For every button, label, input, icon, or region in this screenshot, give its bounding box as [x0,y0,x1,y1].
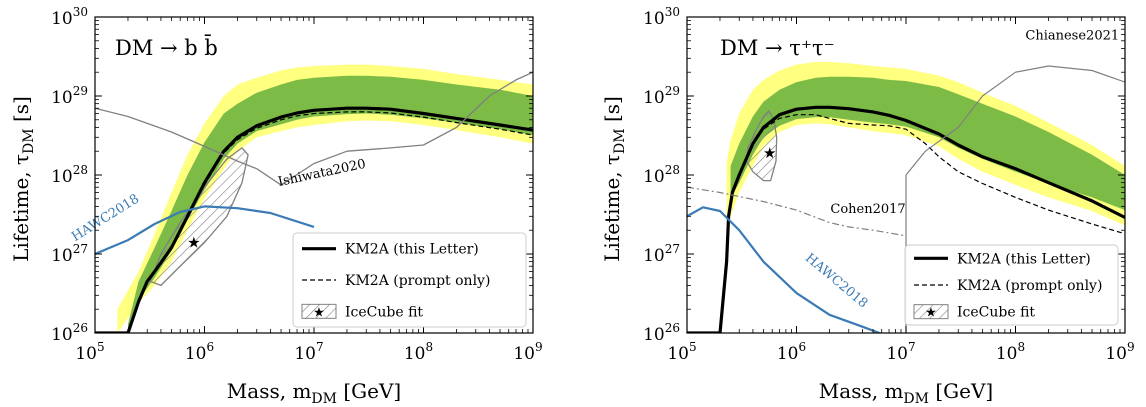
legend-label: KM2A (this Letter) [345,242,479,258]
y-tick-label: 1029 [51,84,88,108]
band [730,76,1125,211]
legend-swatch [301,303,337,319]
band [128,75,533,333]
icecube-contour [745,110,778,182]
y-tick-label: 1030 [643,5,680,29]
y-tick-label: 1026 [51,321,88,345]
icecube-contour [149,147,249,287]
legend-box [292,232,527,328]
series-line [95,71,533,186]
legend-label: IceCube fit [345,304,423,320]
legend-label: KM2A (prompt only) [345,273,490,289]
annotation-label: Ishiwata2020 [277,157,367,190]
icecube-best-fit-star: ★ [763,144,776,162]
legend-label: KM2A (prompt only) [957,278,1102,294]
x-tick-label: 106 [777,340,806,364]
legend-star-icon: ★ [313,305,325,320]
y-tick-label: 1028 [51,163,88,187]
y-axis-label: Lifetime, τDM [s] [600,96,628,262]
plot-area: ★ [95,64,533,333]
x-tick-label: 109 [513,340,542,364]
y-tick-label: 1026 [643,321,680,345]
legend-box [904,244,1119,326]
y-tick-label: 1027 [51,242,88,266]
y-tick-label: 1029 [643,84,680,108]
series-line [687,206,883,333]
annotation-label: Cohen2017 [830,202,905,217]
x-tick-label: 108 [996,340,1025,364]
x-tick-label: 106 [185,340,214,364]
y-tick-label: 1028 [643,163,680,187]
annotation-label: HAWC2018 [69,192,142,245]
legend-star-icon: ★ [925,306,937,321]
series-line [905,65,1125,333]
x-tick-label: 107 [294,340,323,364]
x-axis-label: Mass, mDM [GeV] [227,379,401,407]
series-line [95,111,533,333]
legend-label: KM2A (this Letter) [957,251,1091,267]
series-line [687,186,907,237]
icecube-best-fit-star: ★ [187,233,200,251]
x-tick-label: 107 [886,340,915,364]
x-tick-label: 108 [404,340,433,364]
legend: KM2A (this Letter) KM2A (prompt only) ★ Ice… [904,244,1119,326]
plot-area: ★ [687,61,1125,333]
y-axis-label: Lifetime, τDM [s] [9,96,37,262]
legend: KM2A (this Letter) KM2A (prompt only) ★ Ice… [292,232,527,328]
annotation-label: Chianese2021 [1025,28,1119,43]
panel-1: ★ Ishiwata2020 HAWC2018 105 106 107 108 109 1026… [9,5,543,407]
y-tick-label: 1027 [643,242,680,266]
legend-swatch [913,304,949,320]
panel-title: DM → b b̄ [115,34,218,60]
series-line [728,114,1125,235]
x-axis-label: Mass, mDM [GeV] [819,379,993,407]
x-tick-label: 105 [667,340,696,364]
y-tick-label: 1030 [51,5,88,29]
series-line [95,205,315,256]
panel-title: DM → τ⁺τ⁻ [720,36,835,60]
x-tick-label: 109 [1105,340,1134,364]
legend-label: IceCube fit [957,305,1035,321]
x-tick-label: 105 [75,340,104,364]
